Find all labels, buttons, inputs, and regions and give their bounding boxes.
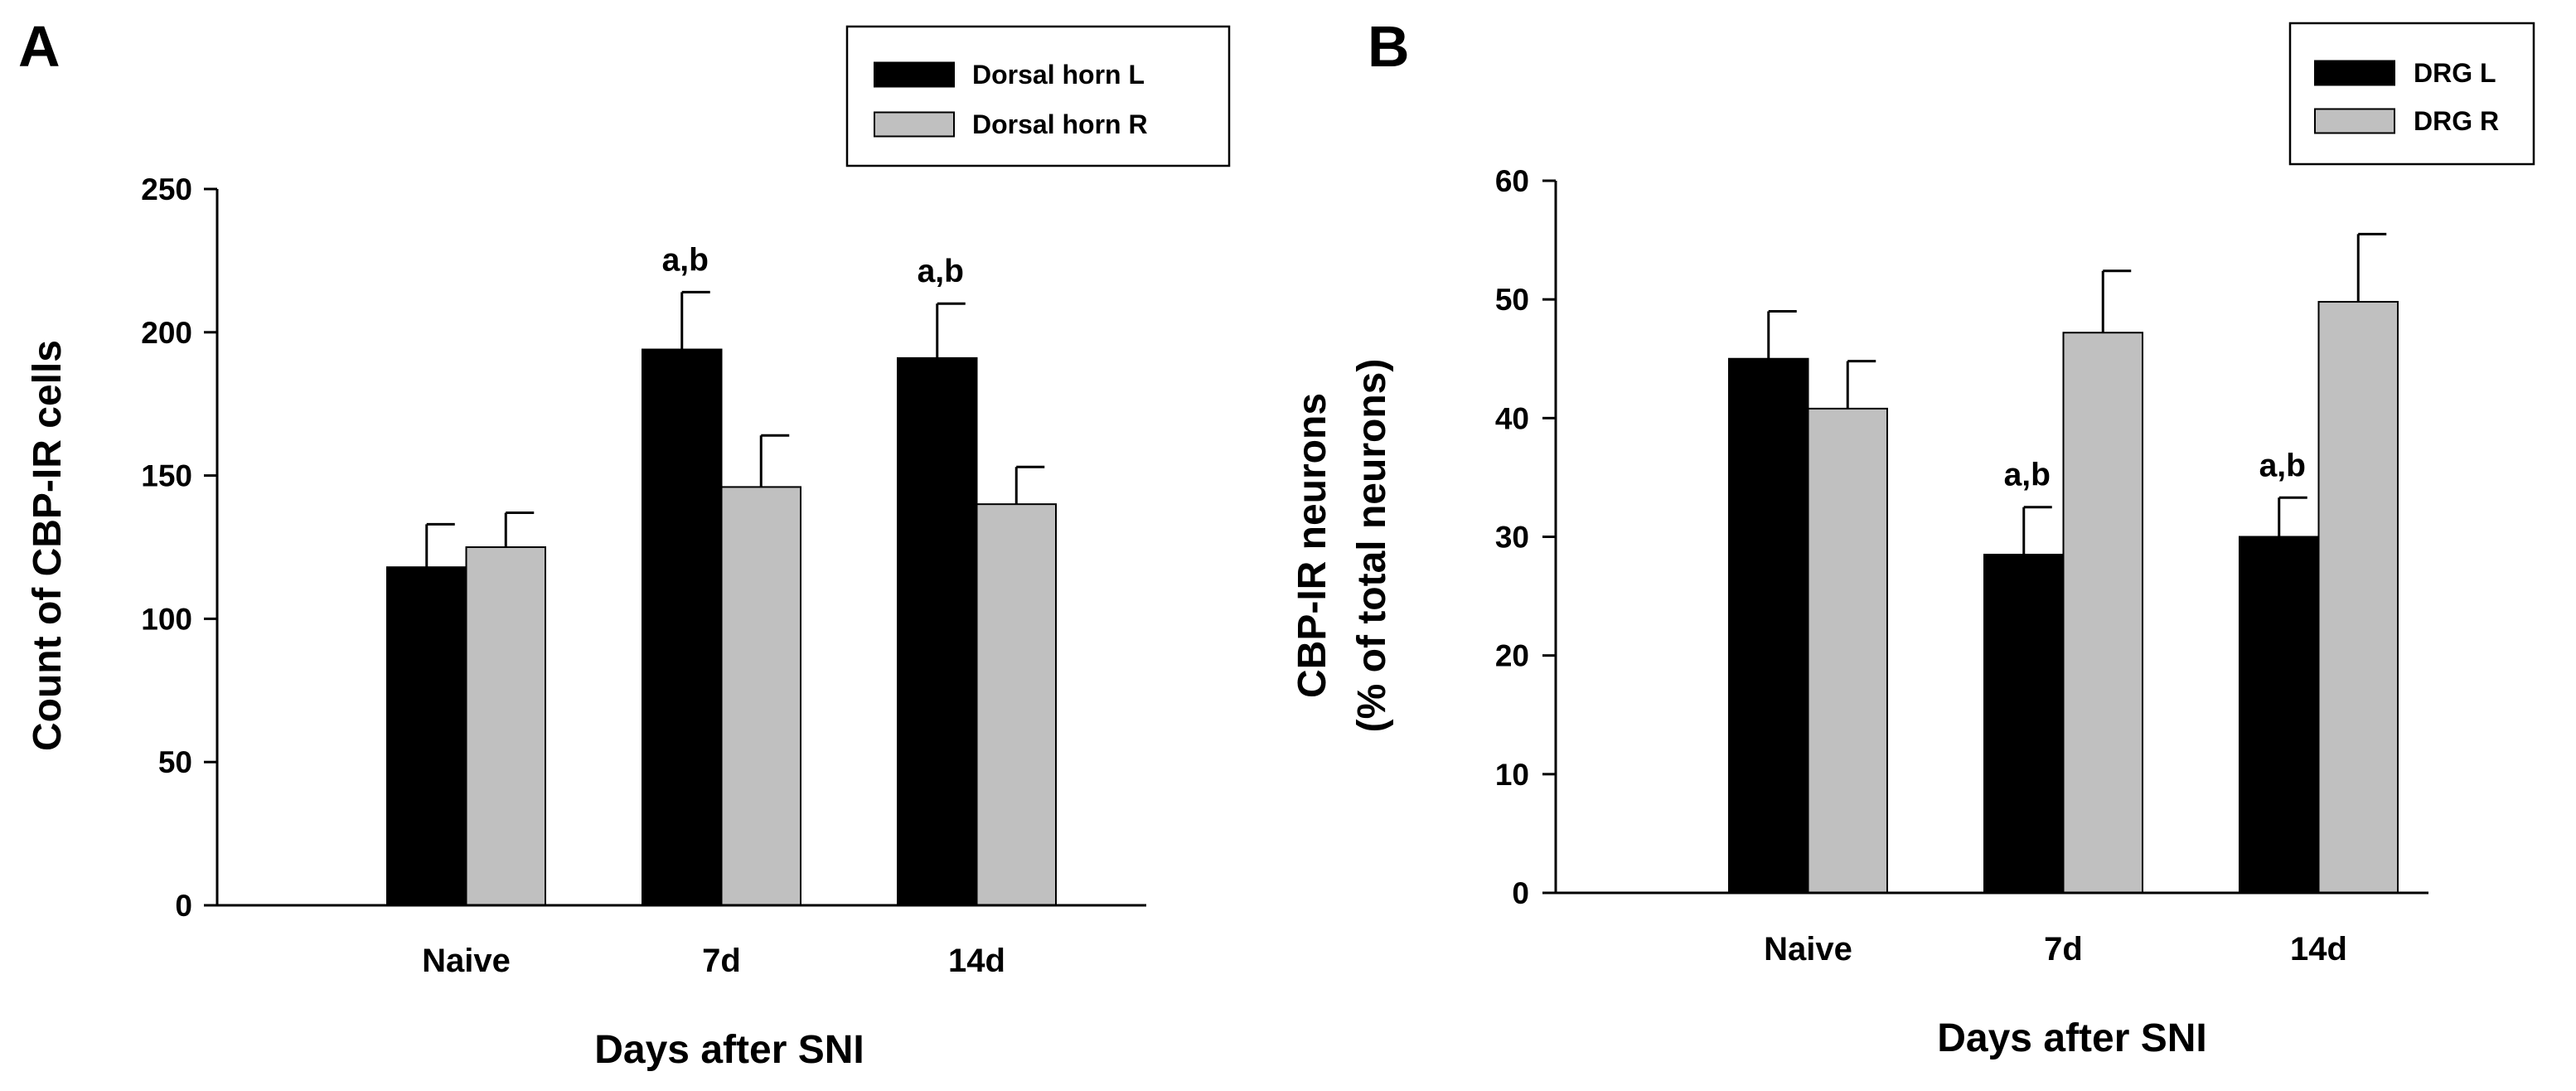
panel-a: A Naive 7d 14d a,b a,b 0 50 100 150 200 250 Days aft… — [18, 14, 1231, 1072]
x-axis-title: Days after SNI — [594, 1028, 864, 1072]
legend-label: Dorsal horn L — [972, 60, 1145, 90]
significance-annotation: a,b — [918, 254, 964, 289]
panel-letter: B — [1368, 14, 1410, 79]
y-tick-label: 50 — [1495, 283, 1529, 317]
y-tick-label: 100 — [141, 602, 192, 636]
x-axis-title: Days after SNI — [1937, 1016, 2206, 1060]
x-tick-label: Naive — [1764, 931, 1852, 967]
y-tick-label: 60 — [1495, 164, 1529, 198]
bar — [2317, 301, 2399, 894]
bar — [465, 546, 546, 906]
panel-letter: A — [18, 14, 61, 79]
bar — [1807, 407, 1888, 894]
y-axis-title-line: Count of CBP-IR cells — [26, 340, 70, 751]
y-tick-label: 200 — [141, 316, 192, 350]
legend: DRG L DRG R — [2288, 22, 2535, 166]
legend: Dorsal horn L Dorsal horn R — [845, 25, 1231, 167]
bar — [897, 356, 978, 906]
y-axis-title: Count of CBP-IR cells — [26, 340, 70, 751]
y-axis-title-line: CBP-IR neurons — [1290, 393, 1334, 698]
y-tick-label: 0 — [1512, 876, 1529, 910]
y-tick-label: 150 — [141, 459, 192, 493]
bar — [386, 566, 467, 907]
y-tick-label: 50 — [158, 745, 192, 779]
significance-annotation: a,b — [662, 242, 709, 278]
significance-annotation: a,b — [2259, 448, 2306, 483]
legend-label: DRG R — [2414, 106, 2499, 136]
bar — [1728, 357, 1809, 894]
y-tick-label: 20 — [1495, 639, 1529, 673]
legend-box — [2288, 22, 2535, 166]
x-tick-label: 14d — [2290, 931, 2347, 967]
y-tick-label: 40 — [1495, 401, 1529, 435]
legend-label: Dorsal horn R — [972, 109, 1148, 139]
legend-swatch — [874, 111, 955, 138]
y-axis-title: CBP-IR neurons (% of total neurons) — [1290, 359, 1394, 733]
y-tick-label: 10 — [1495, 758, 1529, 792]
x-tick-label: Naive — [422, 943, 511, 979]
bar — [720, 486, 801, 906]
y-tick-label: 250 — [141, 172, 192, 206]
legend-box — [845, 25, 1231, 167]
x-tick-label: 14d — [948, 943, 1005, 979]
legend-swatch — [2314, 108, 2395, 134]
x-tick-label: 7d — [702, 943, 741, 979]
significance-annotation: a,b — [2004, 458, 2051, 493]
bar — [2062, 332, 2143, 894]
bar — [1983, 553, 2065, 894]
bar — [2239, 536, 2320, 894]
y-axis-title-line: (% of total neurons) — [1350, 359, 1394, 733]
panel-b: B Naive 7d 14d a,b a,b 0 10 20 30 40 50 60 Days after… — [1290, 14, 2535, 1060]
y-tick-label: 0 — [175, 889, 192, 923]
y-tick-label: 30 — [1495, 521, 1529, 555]
legend-label: DRG L — [2414, 58, 2496, 88]
legend-swatch — [2314, 60, 2395, 86]
legend-swatch — [874, 61, 955, 88]
x-tick-label: 7d — [2044, 931, 2083, 967]
bar — [976, 503, 1057, 906]
bar — [642, 348, 723, 906]
